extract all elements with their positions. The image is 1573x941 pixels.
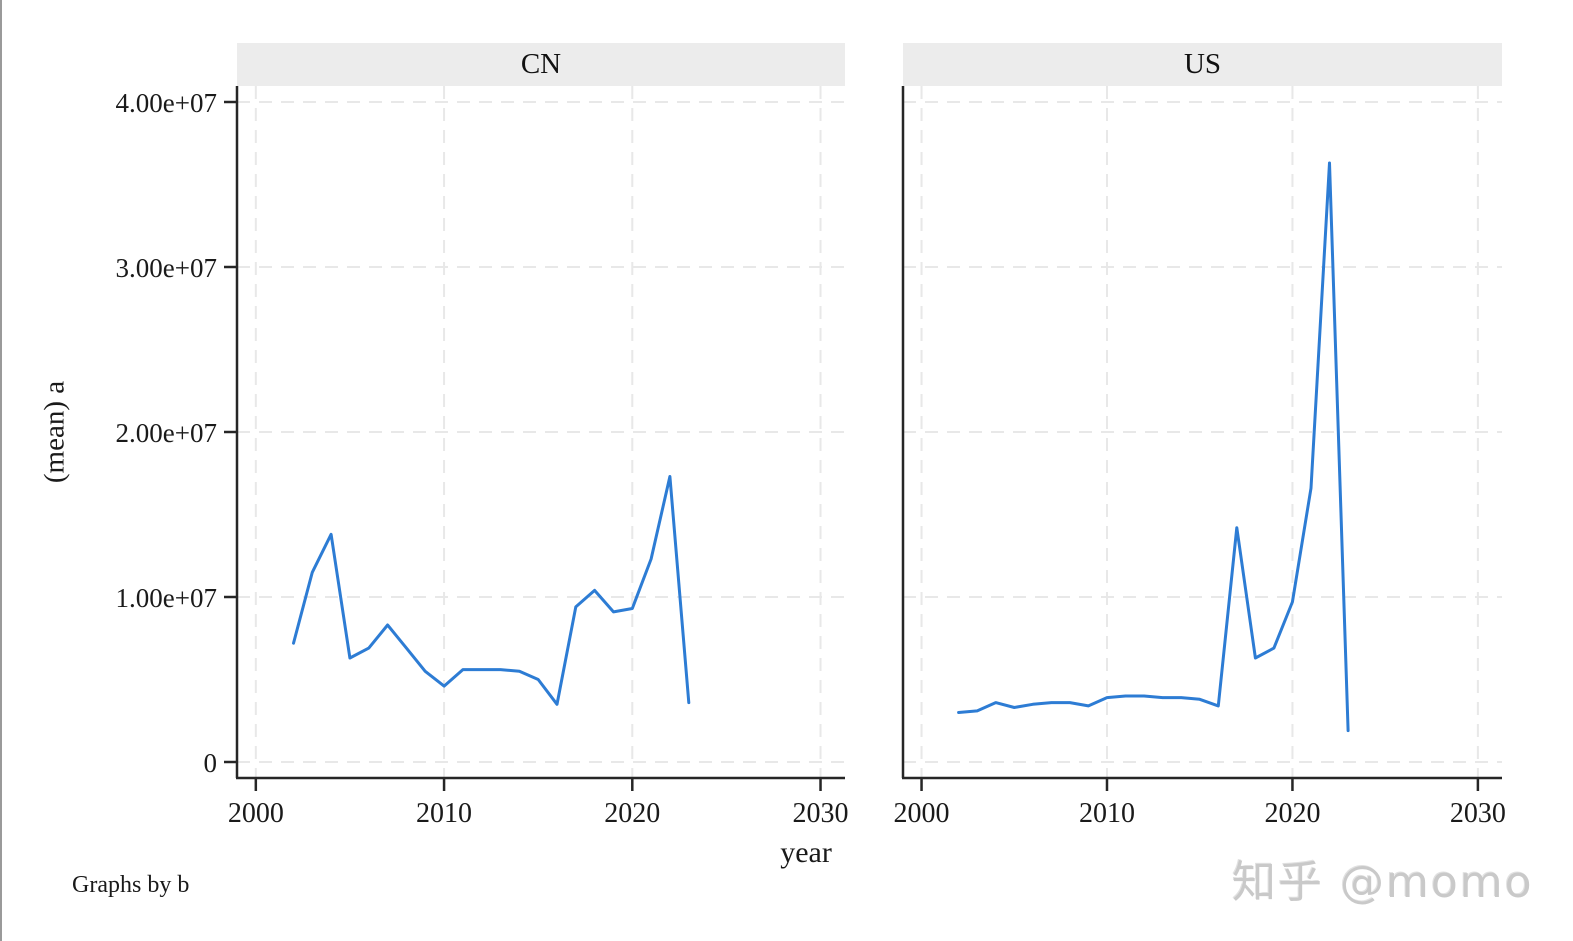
x-axis-tick-label: 2000: [894, 798, 950, 829]
y-axis-tick-label: 4.00e+07: [116, 88, 217, 118]
y-axis-tick-label: 0: [204, 748, 218, 778]
x-axis-title: year: [780, 836, 832, 869]
screenshot-left-border: [0, 0, 2, 941]
panel-header-us-label: US: [1183, 48, 1222, 80]
x-axis-tick-label: 2000: [228, 798, 284, 829]
x-axis-tick-label: 2030: [1450, 798, 1506, 829]
x-axis-tick-label: 2020: [604, 798, 660, 829]
x-axis-tick-label: 2010: [416, 798, 472, 829]
cn-series-line: [292, 475, 691, 706]
watermark-zhihu-momo: 知乎 @momo: [1232, 857, 1534, 908]
x-axis-tick-label: 2030: [793, 798, 849, 829]
us-series-line: [957, 161, 1350, 733]
x-axis-tick-label: 2010: [1079, 798, 1135, 829]
y-axis-title: (mean) a: [38, 380, 71, 484]
y-axis-tick-label: 3.00e+07: [116, 253, 217, 283]
panel-header-cn: CN: [237, 43, 845, 86]
graphs-by-note: Graphs by b: [72, 872, 190, 898]
panel-header-us: US: [903, 43, 1502, 86]
y-axis-tick-label: 2.00e+07: [116, 418, 217, 448]
x-axis-tick-label: 2020: [1264, 798, 1320, 829]
panel-header-cn-label: CN: [520, 48, 562, 80]
y-axis-tick-label: 1.00e+07: [116, 583, 217, 613]
